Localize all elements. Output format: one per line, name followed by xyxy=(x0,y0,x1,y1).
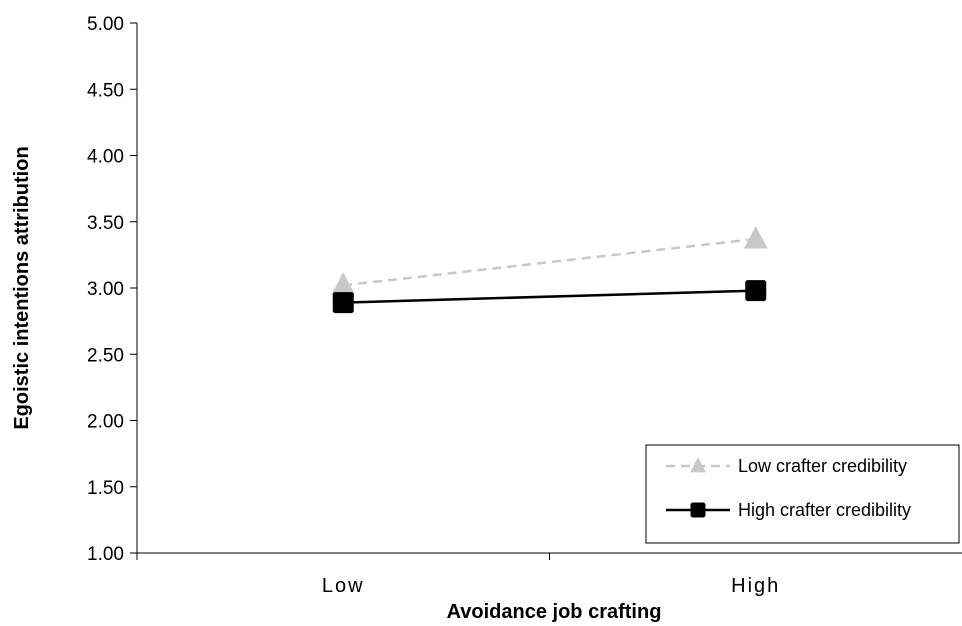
legend-swatch-marker xyxy=(690,502,706,518)
x-tick-label: Low xyxy=(322,575,365,597)
y-tick-label: 3.50 xyxy=(87,213,124,234)
y-axis: 1.00 1.50 2.00 2.50 3.00 3.50 4.00 4.50 5.00 xyxy=(87,14,138,565)
y-tick-label: 4.50 xyxy=(87,80,124,101)
series-line xyxy=(343,289,756,304)
y-tick-label: 2.50 xyxy=(87,345,124,366)
y-tick-label: 1.00 xyxy=(87,544,124,565)
legend-label: Low crafter credibility xyxy=(738,456,907,476)
legend-label: High crafter credibility xyxy=(738,500,911,520)
legend: Low crafter credibility High crafter cred… xyxy=(645,444,960,544)
y-tick-label: 1.50 xyxy=(87,478,124,499)
y-tick-label: 3.00 xyxy=(87,279,124,300)
y-tick-label: 5.00 xyxy=(87,14,124,35)
y-tick-label: 2.00 xyxy=(87,412,124,433)
series-line xyxy=(343,237,756,287)
data-point xyxy=(743,225,768,249)
series-layer xyxy=(331,225,768,314)
data-point xyxy=(745,280,767,302)
x-tick-label: High xyxy=(731,575,780,597)
data-point xyxy=(332,292,354,314)
y-axis-title: Egoistic intentions attribution xyxy=(11,146,33,429)
x-axis-title: Avoidance job crafting xyxy=(447,601,662,623)
legend-swatch-marker xyxy=(690,457,706,473)
x-axis: Low High xyxy=(136,552,962,597)
y-tick-label: 4.00 xyxy=(87,147,124,168)
